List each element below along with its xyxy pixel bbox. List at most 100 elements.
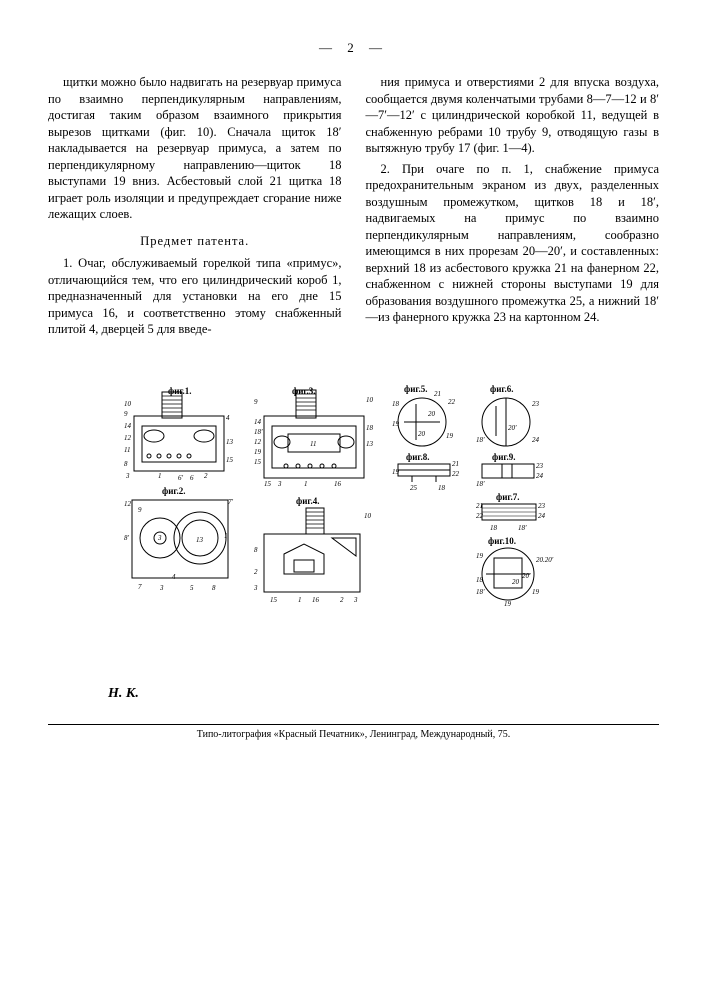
right-column: ния примуса и отверстиями 2 для впуска в… xyxy=(366,74,660,342)
svg-text:7′: 7′ xyxy=(228,498,234,506)
svg-text:3: 3 xyxy=(277,480,282,488)
svg-text:9: 9 xyxy=(124,410,128,418)
fig4-label: фиг.4. xyxy=(296,496,319,506)
svg-text:7: 7 xyxy=(138,583,142,591)
fig5-label: фиг.5. xyxy=(404,384,427,394)
svg-text:23: 23 xyxy=(536,462,544,470)
fig2-label: фиг.2. xyxy=(162,486,185,496)
svg-text:13: 13 xyxy=(366,440,374,448)
svg-text:14: 14 xyxy=(254,418,262,426)
svg-text:4: 4 xyxy=(226,414,230,422)
patent-subject-heading: Предмет патента. xyxy=(48,233,342,250)
svg-text:19: 19 xyxy=(532,588,540,596)
svg-text:1: 1 xyxy=(298,596,302,604)
left-para-2: 1. Очаг, обслуживаемый горелкой типа «пр… xyxy=(48,255,342,338)
fig9-label: фиг.9. xyxy=(492,452,515,462)
svg-text:14: 14 xyxy=(124,422,132,430)
svg-text:11: 11 xyxy=(310,440,316,448)
svg-text:3: 3 xyxy=(157,534,162,542)
svg-text:12: 12 xyxy=(124,434,132,442)
svg-text:9: 9 xyxy=(138,506,142,514)
svg-text:10: 10 xyxy=(364,512,372,520)
svg-text:1: 1 xyxy=(304,480,308,488)
svg-text:18′: 18′ xyxy=(254,428,263,436)
svg-text:20: 20 xyxy=(428,410,436,418)
svg-text:20′: 20′ xyxy=(508,424,517,432)
fig1-label: фиг.1. xyxy=(168,386,191,396)
print-footer: Типо-литография «Красный Печатник», Лени… xyxy=(48,724,659,740)
svg-text:1: 1 xyxy=(224,532,228,540)
svg-text:24: 24 xyxy=(536,472,544,480)
svg-text:18: 18 xyxy=(476,576,484,584)
svg-text:2: 2 xyxy=(204,472,208,480)
fig8-label: фиг.8. xyxy=(406,452,429,462)
svg-text:15: 15 xyxy=(264,480,272,488)
left-column: щитки можно было надвигать на резервуар … xyxy=(48,74,342,342)
svg-text:8: 8 xyxy=(124,460,128,468)
svg-text:5: 5 xyxy=(190,584,194,592)
svg-text:18′: 18′ xyxy=(518,524,527,532)
svg-text:19: 19 xyxy=(254,448,262,456)
svg-text:18: 18 xyxy=(438,484,446,492)
svg-text:18: 18 xyxy=(366,424,374,432)
svg-text:16: 16 xyxy=(334,480,342,488)
svg-text:3: 3 xyxy=(353,596,358,604)
svg-text:20: 20 xyxy=(418,430,426,438)
fig6-label: фиг.6. xyxy=(490,384,513,394)
svg-text:18′: 18′ xyxy=(476,436,485,444)
svg-text:20′: 20′ xyxy=(522,572,531,580)
svg-text:22: 22 xyxy=(448,398,456,406)
svg-text:9: 9 xyxy=(254,398,258,406)
svg-text:18: 18 xyxy=(490,524,498,532)
svg-text:3: 3 xyxy=(125,472,130,480)
right-para-1: ния примуса и отверстиями 2 для впуска в… xyxy=(366,74,660,157)
svg-text:23: 23 xyxy=(532,400,540,408)
fig10-label: фиг.10. xyxy=(488,536,516,546)
fig7-label: фиг.7. xyxy=(496,492,519,502)
svg-text:3: 3 xyxy=(253,584,258,592)
svg-text:23: 23 xyxy=(538,502,546,510)
svg-text:12′: 12′ xyxy=(124,500,133,508)
svg-text:19: 19 xyxy=(392,420,400,428)
svg-text:21: 21 xyxy=(434,390,441,398)
svg-text:8: 8 xyxy=(212,584,216,592)
svg-text:19: 19 xyxy=(504,600,512,608)
svg-text:22: 22 xyxy=(476,512,484,520)
svg-text:6′: 6′ xyxy=(178,474,184,482)
svg-text:25: 25 xyxy=(410,484,418,492)
svg-text:21: 21 xyxy=(452,460,459,468)
svg-text:1: 1 xyxy=(158,472,162,480)
svg-text:8: 8 xyxy=(254,546,258,554)
svg-text:12: 12 xyxy=(254,438,262,446)
svg-text:10: 10 xyxy=(366,396,374,404)
svg-text:18: 18 xyxy=(392,400,400,408)
svg-text:6: 6 xyxy=(190,474,194,482)
svg-text:20.20′: 20.20′ xyxy=(536,556,554,564)
svg-text:4: 4 xyxy=(172,573,176,581)
svg-text:13: 13 xyxy=(196,536,204,544)
svg-text:2: 2 xyxy=(254,568,258,576)
text-columns: щитки можно было надвигать на резервуар … xyxy=(48,74,659,342)
svg-text:15: 15 xyxy=(226,456,234,464)
figures-block: фиг.1. 10 9 14 12 1 xyxy=(114,376,594,626)
svg-text:2: 2 xyxy=(340,596,344,604)
svg-text:10: 10 xyxy=(124,400,132,408)
svg-text:19: 19 xyxy=(476,552,484,560)
svg-text:19: 19 xyxy=(392,468,400,476)
svg-text:18′: 18′ xyxy=(476,480,485,488)
svg-text:15: 15 xyxy=(254,458,262,466)
page-number: — 2 — xyxy=(48,40,659,56)
svg-text:15: 15 xyxy=(270,596,278,604)
svg-text:18′: 18′ xyxy=(476,588,485,596)
svg-text:13: 13 xyxy=(226,438,234,446)
left-para-1: щитки можно было надвигать на резервуар … xyxy=(48,74,342,223)
svg-text:3: 3 xyxy=(159,584,164,592)
svg-text:11: 11 xyxy=(124,446,130,454)
patent-figures-svg: фиг.1. 10 9 14 12 1 xyxy=(114,376,594,626)
right-para-2: 2. При очаге по п. 1, снабжение примуса … xyxy=(366,161,660,326)
svg-text:22: 22 xyxy=(452,470,460,478)
svg-text:19: 19 xyxy=(446,432,454,440)
svg-text:21: 21 xyxy=(476,502,483,510)
editor-initials: Н. К. xyxy=(48,686,659,702)
svg-text:8′: 8′ xyxy=(124,534,130,542)
